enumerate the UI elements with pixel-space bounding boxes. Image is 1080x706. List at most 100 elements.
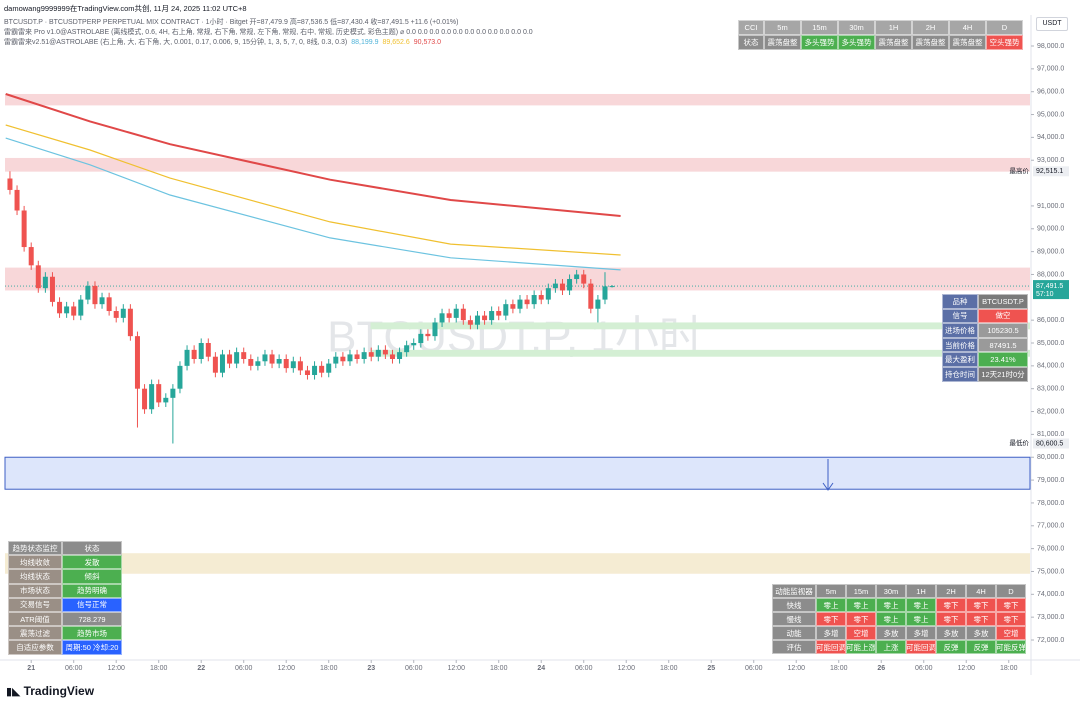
candle-body — [71, 306, 77, 316]
candle-body — [142, 388, 148, 410]
table-cell: 零上 — [876, 598, 906, 612]
candle-body — [92, 285, 98, 305]
candle-body — [85, 285, 91, 300]
candle-body — [78, 299, 84, 316]
table-cell: 自适应参数 — [8, 640, 62, 655]
table-cell: 728.279 — [62, 612, 122, 627]
candle-body — [64, 306, 70, 314]
candle-body — [382, 349, 388, 355]
currency[interactable]: USDT — [1036, 17, 1068, 31]
y-tick-label: 89,000.0 — [1037, 248, 1064, 255]
indicator-line: 雷霸雷来 Pro v1.0@ASTROLABE (离线模式, 0.6, 4H, … — [4, 29, 533, 36]
y-tick-label: 80,000.0 — [1037, 454, 1064, 461]
attribution: damowang9999999在TradingView.com共创, 11月 2… — [4, 4, 247, 13]
table-cell: 反弹 — [966, 640, 996, 654]
y-tick-label: 85,000.0 — [1037, 340, 1064, 347]
table-cell: 趋势明确 — [62, 583, 122, 598]
table-cell: 进场价格 — [942, 323, 978, 338]
zone — [370, 349, 1030, 357]
candle-body — [205, 343, 211, 357]
table-cell: 30m — [838, 20, 875, 35]
table-cell: 零下 — [966, 612, 996, 626]
candle-body — [198, 343, 204, 359]
candle-body — [106, 297, 112, 312]
x-tick-label: 06:00 — [575, 665, 593, 672]
table-cell: 空头强势 — [986, 35, 1023, 50]
symbol-line: BTCUSDT.P · BTCUSDTPERP PERPETUAL MIX CO… — [4, 19, 459, 26]
candle-body — [595, 299, 601, 309]
y-tick-label: 82,000.0 — [1037, 408, 1064, 415]
marker-box — [1033, 438, 1069, 449]
candle-body — [42, 276, 48, 289]
table-cell: ATR阈值 — [8, 612, 62, 627]
table-cell: 多放 — [966, 626, 996, 640]
candle-body — [319, 365, 325, 373]
zone — [5, 267, 1030, 291]
indicator-value: 90,573.0 — [413, 39, 441, 46]
candle-body — [170, 388, 176, 398]
y-tick-label: 93,000.0 — [1037, 157, 1064, 164]
candle-body — [312, 365, 318, 375]
table-cell: 状态 — [738, 35, 764, 50]
table-cell: 零上 — [876, 612, 906, 626]
candle-body — [297, 361, 303, 371]
candle-body — [538, 295, 544, 300]
candle-body — [248, 358, 254, 366]
candle-body — [57, 301, 63, 314]
candle-body — [28, 247, 34, 266]
brand-text: TradingView — [23, 684, 95, 698]
y-tick-label: 98,000.0 — [1037, 43, 1064, 50]
table-cell: 震荡盘整 — [949, 35, 986, 50]
table-cell: 最大盈利 — [942, 352, 978, 367]
table-cell: D — [986, 20, 1023, 35]
zone — [5, 93, 1030, 106]
table-cell: 品种 — [942, 294, 978, 309]
table-cell: 零下 — [996, 598, 1026, 612]
brand: ▮◣ TradingView — [6, 684, 94, 698]
candle-body — [255, 361, 261, 366]
table-cell: 震荡盘整 — [912, 35, 949, 50]
x-tick-label: 12:00 — [107, 665, 125, 672]
table-cell: 做空 — [978, 308, 1028, 324]
x-tick-label: 18:00 — [320, 665, 338, 672]
x-tick-label: 06:00 — [65, 665, 83, 672]
table-cell: 零上 — [816, 598, 846, 612]
candle-body — [439, 313, 445, 323]
zone — [5, 157, 1030, 172]
candle-body — [354, 354, 360, 359]
x-tick-label: 21 — [27, 665, 35, 672]
candle-body — [418, 333, 424, 344]
table-cell: 15m — [846, 584, 876, 598]
candle-body — [156, 384, 162, 403]
candle-body — [588, 283, 594, 309]
table-cell: 发散 — [62, 555, 122, 570]
marker-label: 最高价 — [1010, 166, 1030, 175]
candle-body — [389, 354, 395, 359]
table-cell: 当前价格 — [942, 337, 978, 353]
candle-body — [333, 356, 339, 364]
x-tick-label: 24 — [537, 665, 545, 672]
candle-body — [609, 286, 615, 288]
table-cell: 均线收敛 — [8, 555, 62, 570]
candle-body — [467, 320, 473, 325]
zone — [5, 553, 1030, 574]
indicator-line: 雷霸雷来v2.51@ASTROLABE (右上角, 大, 右下角, 大, 0.0… — [4, 37, 441, 47]
candle-body — [489, 311, 495, 321]
table-cell: 动能监视器 — [772, 584, 816, 598]
candle-body — [524, 299, 530, 305]
table-cell: 零下 — [996, 612, 1026, 626]
table-cell: 5m — [764, 20, 801, 35]
table-cell: 多放 — [936, 626, 966, 640]
indicator-value: 89,652.6 — [382, 39, 410, 46]
x-tick-label: 25 — [707, 665, 715, 672]
y-tick-label: 97,000.0 — [1037, 66, 1064, 73]
x-tick-label: 12:00 — [277, 665, 295, 672]
candle-body — [411, 343, 417, 346]
candle-body — [234, 352, 240, 364]
table-cell: 震荡盘整 — [875, 35, 912, 50]
table-cell: 上涨 — [876, 640, 906, 654]
candle-body — [149, 384, 155, 410]
x-tick-label: 18:00 — [830, 665, 848, 672]
x-tick-label: 12:00 — [447, 665, 465, 672]
candle-body — [482, 315, 488, 321]
